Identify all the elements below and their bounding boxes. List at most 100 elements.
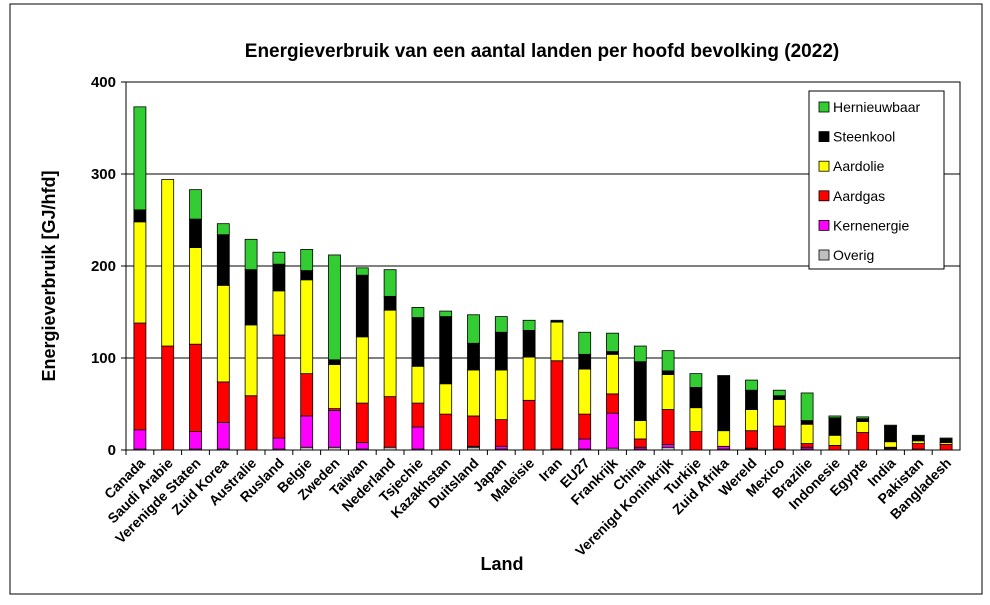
bar-segment-aardgas xyxy=(939,444,953,451)
bar-segment-hernieuwbaar xyxy=(189,189,202,220)
bar-segment-aardolie xyxy=(606,353,619,395)
bar-segment-aardolie xyxy=(717,430,731,447)
bar-segment-steenkool xyxy=(884,425,897,443)
legend-label: Kernenergie xyxy=(833,217,909,233)
bar-segment-hernieuwbaar xyxy=(300,249,314,272)
bar-segment-hernieuwbaar xyxy=(216,223,230,236)
bar-segment-steenkool xyxy=(494,331,508,371)
bar-segment-aardgas xyxy=(272,334,286,439)
bar-segment-steenkool xyxy=(911,435,925,442)
bar-segment-aardolie xyxy=(689,407,703,432)
bar-segment-steenkool xyxy=(300,270,314,281)
bar-segment-kernenergie xyxy=(606,412,619,449)
y-axis-label: Energieverbruik [GJ/hfd] xyxy=(39,170,59,381)
bar-segment-aardolie xyxy=(383,309,397,398)
bar-segment-hernieuwbaar xyxy=(355,267,369,276)
legend-swatch-aardolie xyxy=(818,160,830,172)
bar-segment-steenkool xyxy=(856,418,870,422)
bar-segment-hernieuwbaar xyxy=(244,238,258,271)
bar-segment-hernieuwbaar xyxy=(467,314,480,344)
bar-segment-aardgas xyxy=(216,381,230,423)
bar-segment-aardolie xyxy=(216,284,230,383)
bar-segment-aardgas xyxy=(161,345,175,451)
bar-segment-aardgas xyxy=(689,431,703,451)
y-tick-label: 100 xyxy=(91,350,116,367)
bar-segment-kernenergie xyxy=(661,444,675,448)
legend: Hernieuwbaar Steenkool Aardolie Aardgas Kern… xyxy=(808,90,945,270)
bar-segment-aardgas xyxy=(606,393,619,414)
bar-segment-hernieuwbaar xyxy=(494,316,508,333)
bar-segment-hernieuwbaar xyxy=(856,416,870,420)
bar-segment-kernenergie xyxy=(578,438,592,450)
bar-segment-kernenergie xyxy=(494,445,508,450)
bar-segment-steenkool xyxy=(717,375,731,432)
bars xyxy=(133,106,953,451)
y-tick-label: 0 xyxy=(108,442,116,459)
bar-segment-hernieuwbaar xyxy=(133,106,147,211)
bar-segment-kernenergie xyxy=(133,429,147,450)
bar-segment-aardolie xyxy=(828,434,842,446)
legend-swatch-overig xyxy=(818,249,830,261)
bar-segment-steenkool xyxy=(522,329,536,358)
bar-segment-hernieuwbaar xyxy=(578,331,592,355)
legend-swatch-hernieuwbaar xyxy=(818,101,830,113)
bar-segment-hernieuwbaar xyxy=(800,392,814,421)
bar-segment-steenkool xyxy=(355,274,369,338)
bar-segment-steenkool xyxy=(216,234,230,286)
bar-segment-aardolie xyxy=(522,356,536,401)
bar-segment-hernieuwbaar xyxy=(884,424,897,427)
bar-segment-overig xyxy=(467,446,480,451)
bar-segment-aardolie xyxy=(161,179,175,347)
bar-segment-aardgas xyxy=(911,443,925,450)
bar-segment-aardgas xyxy=(633,438,647,448)
bar-segment-kernenergie xyxy=(328,410,341,448)
bar-segment-aardgas xyxy=(522,399,536,451)
bar-segment-aardgas xyxy=(828,444,842,451)
bar-segment-kernenergie xyxy=(272,437,286,450)
bar-segment-aardgas xyxy=(411,402,425,428)
bar-segment-aardgas xyxy=(745,430,758,449)
bar-segment-steenkool xyxy=(272,263,286,292)
bar-segment-aardgas xyxy=(300,373,314,417)
bar-segment-aardolie xyxy=(494,369,508,421)
bar-segment-aardolie xyxy=(133,221,147,324)
bar-segment-kernenergie xyxy=(300,415,314,448)
bar-segment-kernenergie xyxy=(216,421,230,450)
bar-segment-aardgas xyxy=(439,413,453,451)
bar-segment-steenkool xyxy=(439,316,453,385)
bar-segment-hernieuwbaar xyxy=(522,319,536,331)
legend-swatch-aardgas xyxy=(818,190,830,202)
bar-segment-overig xyxy=(661,446,675,451)
bar-segment-hernieuwbaar xyxy=(689,373,703,388)
legend-box xyxy=(808,90,945,270)
y-axis-ticks: 0 100 200 300 400 xyxy=(91,74,126,459)
bar-segment-hernieuwbaar xyxy=(606,332,619,352)
bar-segment-aardgas xyxy=(383,396,397,448)
bar-segment-aardgas xyxy=(189,343,202,433)
bar-segment-hernieuwbaar xyxy=(439,310,453,317)
bar-segment-aardolie xyxy=(272,290,286,336)
bar-segment-steenkool xyxy=(606,351,619,355)
bar-segment-aardolie xyxy=(661,374,675,410)
bar-segment-hernieuwbaar xyxy=(633,345,647,363)
bar-segment-aardolie xyxy=(411,365,425,404)
bar-segment-overig xyxy=(300,446,314,451)
bar-segment-aardolie xyxy=(300,279,314,375)
bar-segment-steenkool xyxy=(633,361,647,421)
bar-segment-hernieuwbaar xyxy=(911,434,925,437)
bar-segment-overig xyxy=(383,446,397,451)
bar-segment-hernieuwbaar xyxy=(939,437,953,440)
bar-segment-steenkool xyxy=(133,209,147,223)
bar-segment-aardolie xyxy=(633,420,647,440)
legend-swatch-kernenergie xyxy=(818,219,830,231)
bar-segment-aardolie xyxy=(911,440,925,444)
bar-segment-steenkool xyxy=(578,353,592,370)
bar-segment-kernenergie xyxy=(411,426,425,450)
bar-segment-aardgas xyxy=(494,419,508,447)
bar-segment-aardgas xyxy=(772,425,786,450)
bar-segment-overig xyxy=(328,446,341,451)
bar-segment-steenkool xyxy=(328,359,341,365)
bar-segment-aardgas xyxy=(355,402,369,444)
